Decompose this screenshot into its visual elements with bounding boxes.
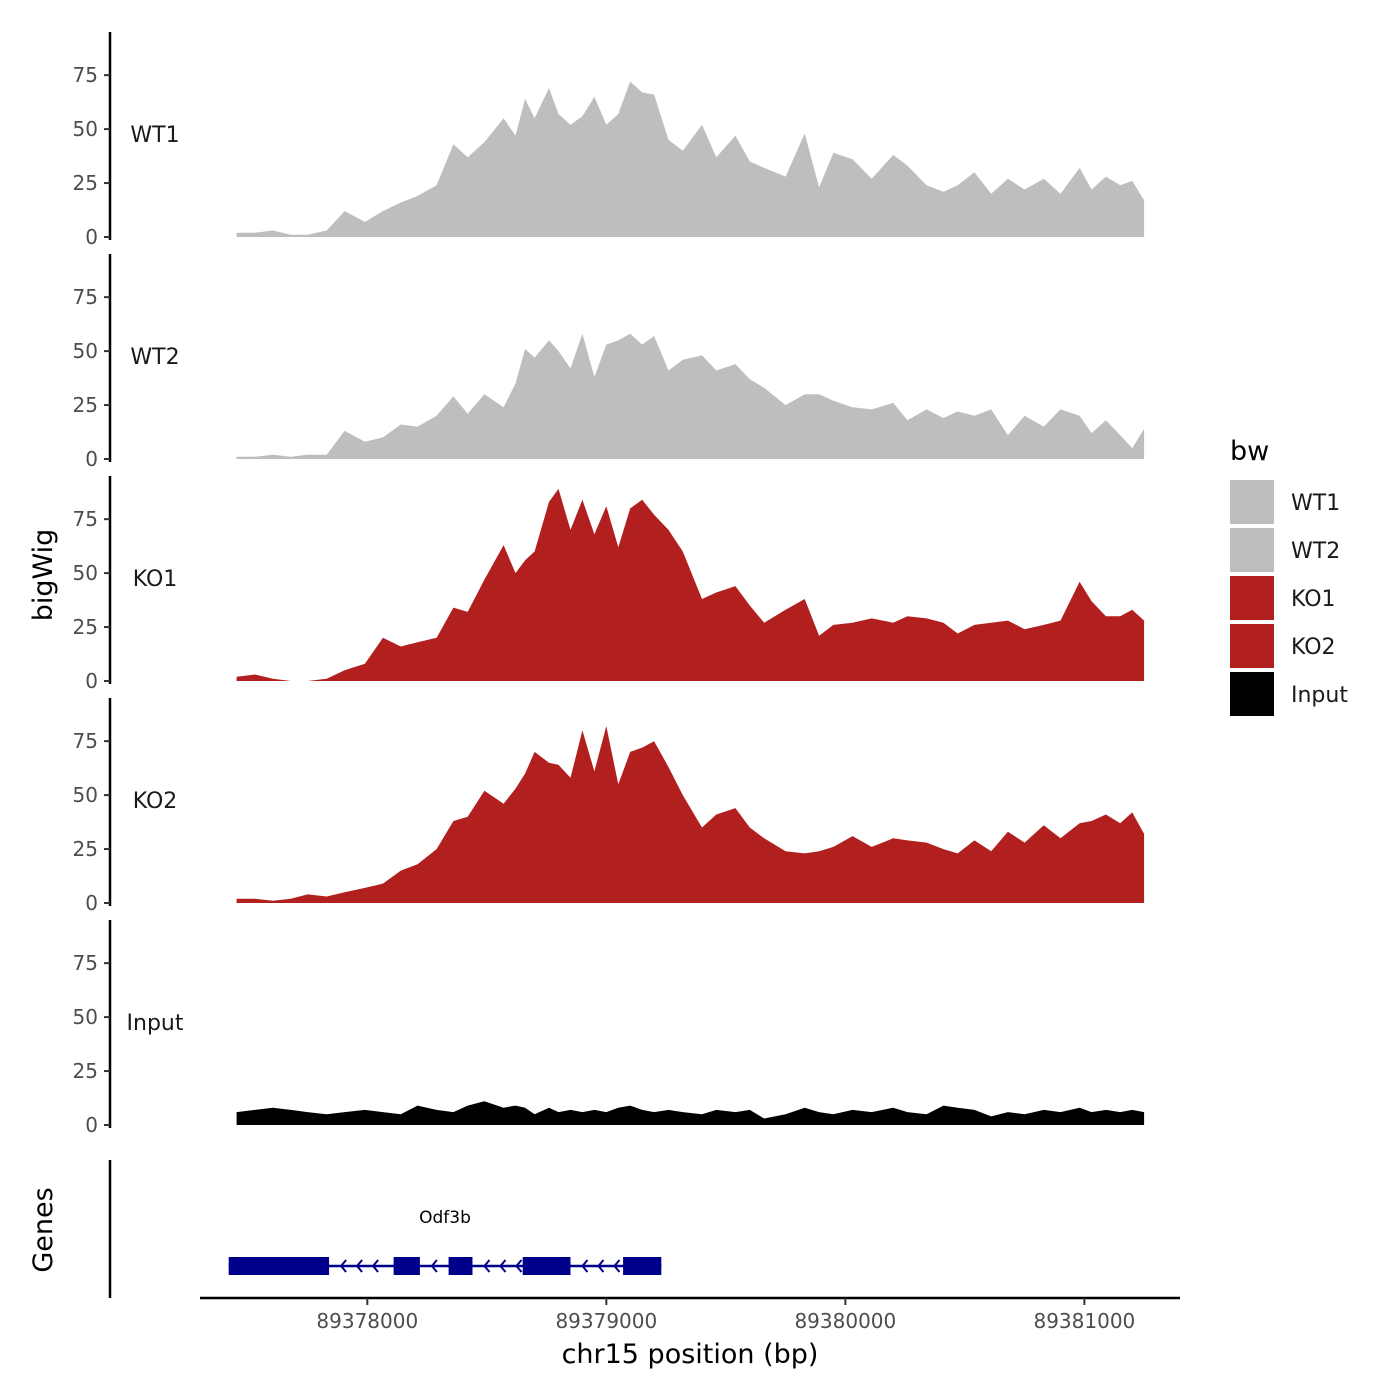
strand-arrow (597, 1259, 605, 1273)
signal-area-ko1 (236, 488, 1145, 681)
x-tick-label: 89378000 (316, 1309, 418, 1333)
panel-label-input: Input (127, 1011, 184, 1036)
y-tick-label: 25 (73, 393, 98, 417)
gene-exon (522, 1257, 571, 1275)
y-tick-label: 25 (73, 171, 98, 195)
y-axis-title: bigWig (28, 529, 59, 622)
gene-exon (623, 1257, 662, 1275)
strand-arrow (515, 1259, 523, 1273)
signal-area-wt2 (236, 333, 1145, 459)
legend-swatch-wt2 (1230, 528, 1274, 572)
y-tick-label: 75 (73, 729, 98, 753)
panel-input: 0 25 50 75 Input (73, 920, 1145, 1137)
panel-wt2: 0 25 50 75 WT2 (73, 254, 1145, 471)
panel-label-ko1: KO1 (133, 567, 178, 592)
legend-swatch-ko1 (1230, 576, 1274, 620)
signal-area-input (236, 1101, 1145, 1125)
y-tick-label: 75 (73, 507, 98, 531)
panel-label-wt2: WT2 (130, 345, 179, 370)
x-axis-title: chr15 position (bp) (562, 1339, 819, 1370)
y-tick-label: 50 (73, 117, 98, 141)
legend: bw WT1 WT2 KO1 KO2 Input (1230, 436, 1348, 716)
x-tick-label: 89380000 (794, 1309, 896, 1333)
legend-title: bw (1230, 436, 1269, 467)
panel-ko2: 0 25 50 75 KO2 (73, 698, 1145, 915)
legend-swatch-wt1 (1230, 480, 1274, 524)
strand-arrow (371, 1259, 379, 1273)
y-tick-label: 50 (73, 561, 98, 585)
strand-arrow (339, 1259, 347, 1273)
legend-label-input: Input (1291, 683, 1348, 708)
y-tick-label: 0 (85, 1113, 98, 1137)
strand-arrow (483, 1259, 491, 1273)
y-tick-label: 25 (73, 615, 98, 639)
legend-label-ko1: KO1 (1291, 587, 1336, 612)
y-tick-label: 75 (73, 63, 98, 87)
legend-label-ko2: KO2 (1291, 635, 1336, 660)
strand-arrow (581, 1259, 589, 1273)
y-tick-label: 25 (73, 837, 98, 861)
y-tick-label: 75 (73, 951, 98, 975)
gene-track: Odf3b (108, 1160, 662, 1298)
strand-arrow (355, 1259, 363, 1273)
legend-label-wt2: WT2 (1291, 539, 1340, 564)
y-tick-label: 0 (85, 891, 98, 915)
signal-panels: 0 25 50 75 WT1 0 25 50 75 WT2 0 25 50 75 KO1 0 25 50 75 KO2… (73, 32, 1145, 1137)
gene-exon (448, 1257, 473, 1275)
y-tick-label: 0 (85, 225, 98, 249)
signal-area-wt1 (236, 81, 1145, 237)
strand-arrow (613, 1259, 621, 1273)
signal-area-ko2 (236, 726, 1145, 903)
x-tick-label: 89379000 (555, 1309, 657, 1333)
y-tick-label: 50 (73, 783, 98, 807)
panel-wt1: 0 25 50 75 WT1 (73, 32, 1145, 249)
gene-exon (393, 1257, 420, 1275)
y-tick-label: 25 (73, 1059, 98, 1083)
y-tick-label: 75 (73, 285, 98, 309)
gene-exon (228, 1257, 330, 1275)
gene-name-label: Odf3b (419, 1208, 471, 1228)
legend-label-wt1: WT1 (1291, 491, 1340, 516)
strand-arrow (499, 1259, 507, 1273)
x-tick-label: 89381000 (1033, 1309, 1135, 1333)
y-tick-label: 0 (85, 669, 98, 693)
y-tick-label: 50 (73, 1005, 98, 1029)
strand-arrow (430, 1259, 438, 1273)
x-axis: 89378000 89379000 89380000 89381000 (200, 1296, 1180, 1333)
y-tick-label: 0 (85, 447, 98, 471)
panel-label-ko2: KO2 (133, 789, 178, 814)
legend-swatch-input (1230, 672, 1274, 716)
y-tick-label: 50 (73, 339, 98, 363)
legend-swatch-ko2 (1230, 624, 1274, 668)
panel-label-wt1: WT1 (130, 123, 179, 148)
panel-ko1: 0 25 50 75 KO1 (73, 476, 1145, 693)
genes-axis-title: Genes (28, 1187, 59, 1272)
